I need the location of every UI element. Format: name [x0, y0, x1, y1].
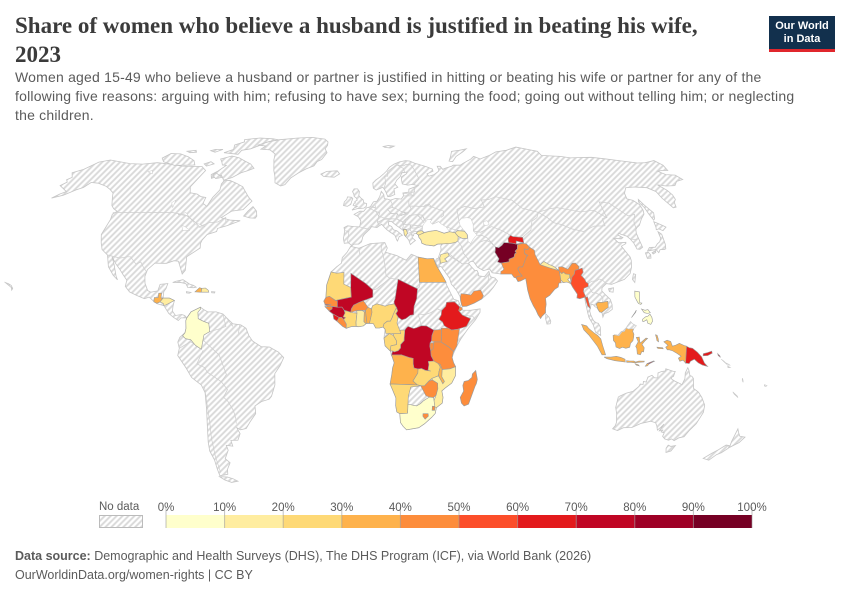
svg-text:20%: 20%: [272, 502, 295, 514]
svg-text:80%: 80%: [623, 502, 646, 514]
svg-text:10%: 10%: [213, 502, 236, 514]
svg-text:40%: 40%: [389, 502, 412, 514]
svg-text:90%: 90%: [682, 502, 705, 514]
svg-text:0%: 0%: [158, 502, 175, 514]
svg-text:60%: 60%: [506, 502, 529, 514]
svg-text:70%: 70%: [565, 502, 588, 514]
svg-text:30%: 30%: [330, 502, 353, 514]
svg-text:50%: 50%: [447, 502, 470, 514]
svg-text:No data: No data: [99, 501, 140, 513]
svg-text:100%: 100%: [737, 502, 766, 514]
